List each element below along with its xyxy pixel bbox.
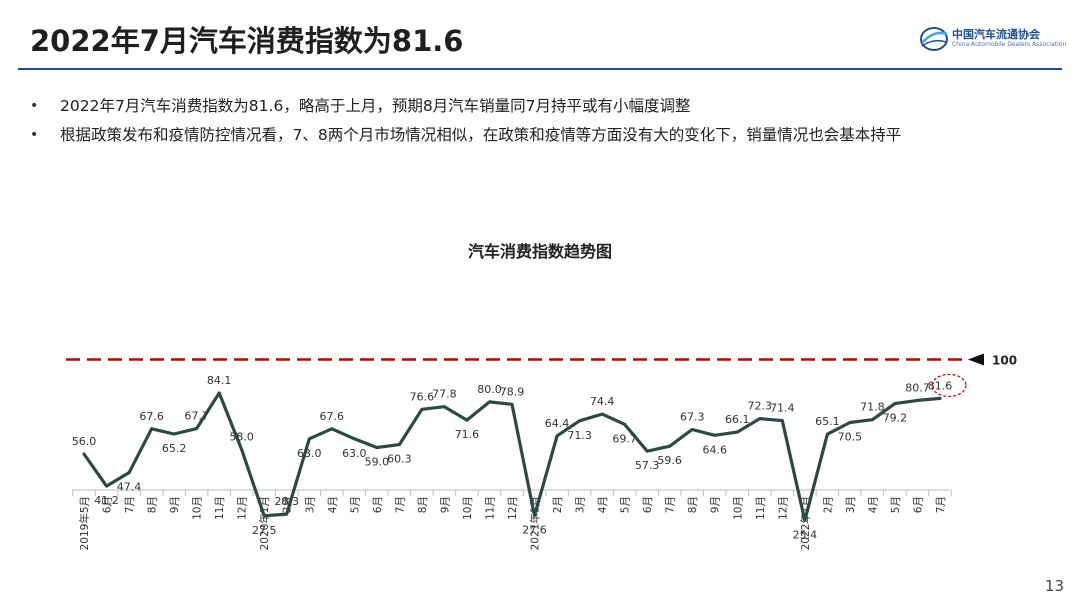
x-tick-label: 6月 bbox=[102, 496, 114, 513]
x-tick-label: 7月 bbox=[935, 496, 947, 513]
bullet-item: 2022年7月汽车消费指数为81.6，略高于上月，预期8月汽车销量同7月持平或有… bbox=[28, 92, 1068, 121]
x-tick-label: 7月 bbox=[394, 496, 406, 513]
data-label: 65.2 bbox=[162, 442, 187, 455]
x-tick-label: 8月 bbox=[687, 496, 699, 513]
data-label: 67.6 bbox=[320, 410, 345, 423]
data-label: 56.0 bbox=[72, 435, 97, 448]
data-label: 64.6 bbox=[702, 443, 727, 456]
x-tick-label: 9月 bbox=[439, 496, 451, 513]
data-label: 63.0 bbox=[342, 447, 367, 460]
chart-title: 汽车消费指数趋势图 bbox=[467, 242, 612, 261]
x-tick-label: 5月 bbox=[620, 496, 632, 513]
x-tick-label: 7月 bbox=[124, 496, 136, 513]
logo-text-cn: 中国汽车流通协会 bbox=[952, 28, 1040, 41]
data-label: 74.4 bbox=[590, 395, 615, 408]
highlight-ellipse bbox=[931, 373, 967, 398]
bullet-item: 根据政策发布和疫情防控情况看，7、8两个月市场情况相似，在政策和疫情等方面没有大… bbox=[28, 121, 1068, 150]
logo-text-en: China Automobile Dealers Association bbox=[952, 41, 1067, 48]
data-label: 47.4 bbox=[117, 481, 142, 494]
data-label: 28.3 bbox=[274, 495, 299, 508]
data-label: 60.3 bbox=[387, 453, 412, 466]
data-label: 84.1 bbox=[207, 374, 232, 387]
data-label: 67.3 bbox=[680, 410, 705, 423]
x-tick-label: 5月 bbox=[349, 496, 361, 513]
data-label: 71.4 bbox=[770, 402, 795, 415]
data-label: 79.2 bbox=[883, 412, 908, 425]
x-tick-label: 6月 bbox=[912, 496, 924, 513]
data-label: 80.7 bbox=[905, 381, 930, 394]
logo: 中国汽车流通协会 China Automobile Dealers Associ… bbox=[918, 24, 1068, 54]
data-label: 81.6 bbox=[928, 379, 953, 392]
data-label: 70.5 bbox=[838, 431, 863, 444]
x-tick-label: 10月 bbox=[462, 496, 474, 520]
x-tick-label: 4月 bbox=[597, 496, 609, 513]
x-tick-label: 9月 bbox=[710, 496, 722, 513]
data-label: 72.3 bbox=[748, 400, 773, 413]
x-tick-label: 4月 bbox=[327, 496, 339, 513]
x-tick-label: 10月 bbox=[732, 496, 744, 520]
x-tick-label: 3月 bbox=[845, 496, 857, 513]
x-tick-label: 8月 bbox=[147, 496, 159, 513]
data-label: 27.6 bbox=[522, 524, 547, 537]
data-label: 66.1 bbox=[725, 413, 750, 426]
x-tick-label: 12月 bbox=[237, 496, 249, 520]
data-label: 76.6 bbox=[410, 390, 435, 403]
page-number: 13 bbox=[1044, 577, 1064, 595]
data-label: 65.1 bbox=[815, 415, 840, 428]
x-tick-label: 2019年5月 bbox=[78, 496, 91, 550]
data-label: 63.0 bbox=[297, 447, 322, 460]
data-label: 59.6 bbox=[657, 454, 682, 467]
series-line bbox=[82, 391, 942, 523]
x-tick-label: 12月 bbox=[777, 496, 789, 520]
data-label: 69.7 bbox=[612, 432, 637, 445]
data-label: 41.2 bbox=[94, 494, 119, 507]
x-tick-label: 7月 bbox=[665, 496, 677, 513]
x-tick-label: 11月 bbox=[755, 496, 767, 520]
data-label: 78.9 bbox=[500, 385, 525, 398]
page-title: 2022年7月汽车消费指数为81.6 bbox=[30, 24, 464, 58]
data-label: 64.4 bbox=[545, 417, 570, 430]
data-label: 58.0 bbox=[229, 431, 254, 444]
x-tick-label: 10月 bbox=[192, 496, 204, 520]
association-logo-icon bbox=[920, 27, 948, 51]
x-tick-label: 6月 bbox=[642, 496, 654, 513]
data-label: 71.6 bbox=[455, 428, 480, 441]
x-tick-label: 2月 bbox=[822, 496, 834, 513]
reference-arrow-icon bbox=[968, 353, 984, 366]
data-label: 57.3 bbox=[635, 459, 660, 472]
header-divider bbox=[18, 68, 1062, 70]
data-label: 71.8 bbox=[860, 401, 885, 414]
data-label: 77.8 bbox=[432, 388, 457, 401]
x-tick-label: 6月 bbox=[372, 496, 384, 513]
reference-line-label: 100 bbox=[992, 354, 1017, 368]
x-tick-label: 4月 bbox=[867, 496, 879, 513]
data-label: 80.0 bbox=[477, 383, 502, 396]
data-label: 67.6 bbox=[139, 410, 164, 423]
x-tick-label: 8月 bbox=[417, 496, 429, 513]
bullet-list: 2022年7月汽车消费指数为81.6，略高于上月，预期8月汽车销量同7月持平或有… bbox=[28, 92, 1068, 150]
data-label: 71.3 bbox=[567, 429, 592, 442]
x-tick-label: 2月 bbox=[552, 496, 564, 513]
x-tick-label: 3月 bbox=[304, 496, 316, 513]
x-tick-label: 9月 bbox=[169, 496, 181, 513]
data-label: 67.7 bbox=[184, 410, 209, 423]
x-tick-label: 11月 bbox=[214, 496, 226, 520]
data-label: 25.4 bbox=[793, 528, 818, 541]
data-label: 27.5 bbox=[252, 524, 277, 537]
data-label: 59.0 bbox=[365, 455, 390, 468]
x-tick-label: 5月 bbox=[890, 496, 902, 513]
x-tick-label: 11月 bbox=[484, 496, 496, 520]
x-tick-label: 12月 bbox=[507, 496, 519, 520]
x-tick-label: 3月 bbox=[575, 496, 587, 513]
